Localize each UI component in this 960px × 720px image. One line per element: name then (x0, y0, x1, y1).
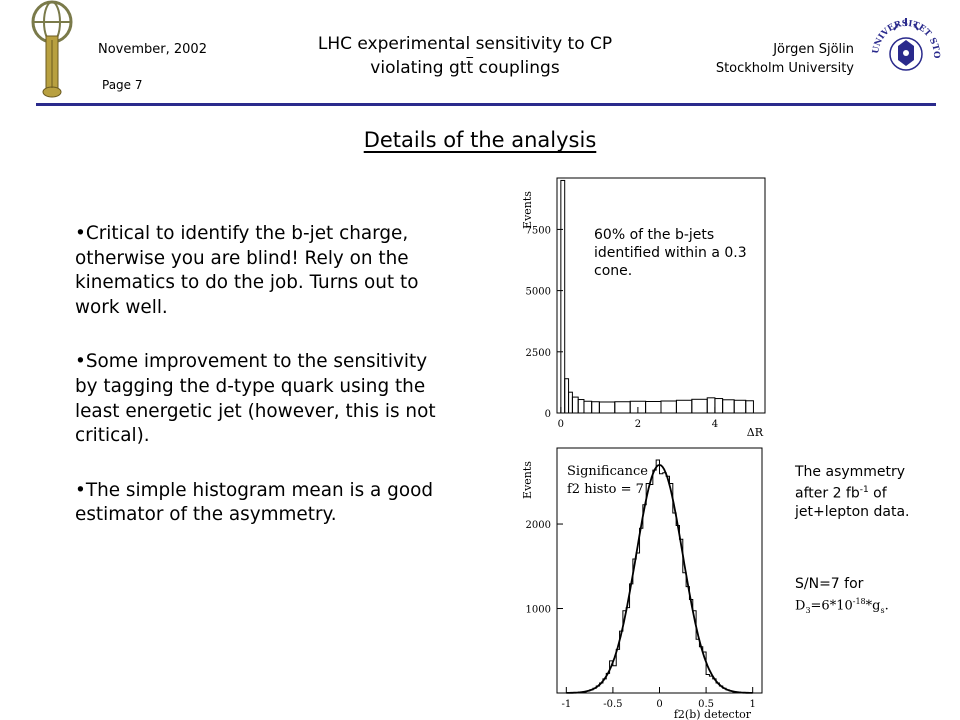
chart1-bar (577, 399, 585, 414)
chart2-ytick-label: 1000 (526, 605, 551, 616)
chart1-bar (571, 396, 579, 414)
asymmetry-note-line2: after 2 fb-1 of (795, 485, 887, 502)
cone-annotation-text: 60% of the b-jets identified within a 0.… (594, 227, 747, 279)
chart1-ytick-label: 7500 (526, 225, 551, 236)
chart1-xtick-label: 2 (635, 419, 641, 430)
slide-title: Details of the analysis (363, 128, 597, 152)
chart1-bar (745, 400, 754, 414)
chart1-xlabel: ΔR (747, 426, 764, 439)
signal-noise-note: S/N=7 for D3=6*10-18*gs. (795, 575, 955, 620)
header-divider (36, 103, 936, 106)
asymmetry-note: The asymmetry after 2 fb-1 of jet+lepton… (795, 463, 955, 521)
chart1-bar (733, 399, 747, 414)
chart1-bar (598, 401, 616, 414)
chart1-xtick-label: 4 (712, 419, 718, 430)
stockholm-university-seal: UNIVERSITET STOCKHOLMS (863, 1, 944, 94)
chart2-xtick-label: -0.5 (603, 699, 622, 710)
chart2-xtick-label: -1 (561, 699, 571, 710)
chart2-annotation-line1: Significance (567, 464, 648, 479)
chart2-xtick-label: 1 (749, 699, 755, 710)
chart1-ytick-label: 0 (545, 409, 551, 420)
chart1-bar (560, 179, 566, 414)
header-title: LHC experimental sensitivity to CP viola… (270, 32, 660, 80)
chart1-bar (714, 398, 724, 414)
chart1-bar (660, 400, 677, 414)
chart2-ylabel: Events (521, 461, 534, 499)
delta-r-histogram: Events 0 2500 5000 7500 0 2 4 ΔR (521, 177, 766, 439)
chart2-ytick-label: 2000 (526, 520, 551, 531)
asymmetry-note-line1: The asymmetry (795, 464, 906, 480)
chart1-bar (691, 398, 708, 414)
bullet-list: •Critical to identify the b-jet charge, … (75, 222, 445, 558)
chart1-bar (564, 378, 570, 414)
chart1-frame (556, 177, 766, 414)
header-title-line1: LHC experimental sensitivity to CP (317, 34, 613, 54)
bullet-item: •The simple histogram mean is a good est… (75, 479, 434, 526)
header-page-number: Page 7 (102, 78, 143, 92)
author-affiliation: Stockholm University (715, 61, 854, 76)
sn-line1: S/N=7 for (795, 576, 864, 592)
header-date: November, 2002 (98, 42, 207, 57)
chart1-bar (722, 399, 735, 414)
header-author: Jörgen Sjölin Stockholm University (660, 40, 854, 78)
chart1-bar (675, 399, 693, 414)
chart1-ytick-label: 5000 (526, 287, 551, 298)
chart1-bar (591, 401, 600, 414)
asymmetry-note-line3: jet+lepton data. (795, 503, 910, 520)
chart1-bar (645, 400, 662, 414)
bullet-item: •Some improvement to the sensitivity by … (75, 351, 436, 447)
chart1-bar (568, 391, 573, 414)
chart1-ytick-label: 2500 (526, 348, 551, 359)
gaussian-fit-curve (566, 463, 753, 694)
author-name: Jörgen Sjölin (773, 42, 854, 57)
chart1-xtick-label: 0 (558, 419, 564, 430)
chart2-xlabel: f2(b) detector (674, 708, 752, 720)
atlas-logo (28, 0, 76, 100)
chart1-bar (583, 400, 593, 414)
chart1-bar (614, 401, 631, 414)
chart1-bar (706, 397, 716, 414)
cone-annotation: 60% of the b-jets identified within a 0.… (594, 226, 759, 280)
sn-line2: D3=6*10-18*gs. (795, 597, 889, 615)
chart2-xtick-label: 0 (656, 699, 662, 710)
chart1-ylabel: Events (521, 191, 534, 229)
header-title-line2: violating gtt couplings (370, 58, 560, 78)
chart2-annotation-line2: f2 histo = 7 (567, 482, 644, 497)
chart2-xtick-label: 0.5 (698, 699, 714, 710)
bullet-item: •Critical to identify the b-jet charge, … (75, 223, 419, 318)
